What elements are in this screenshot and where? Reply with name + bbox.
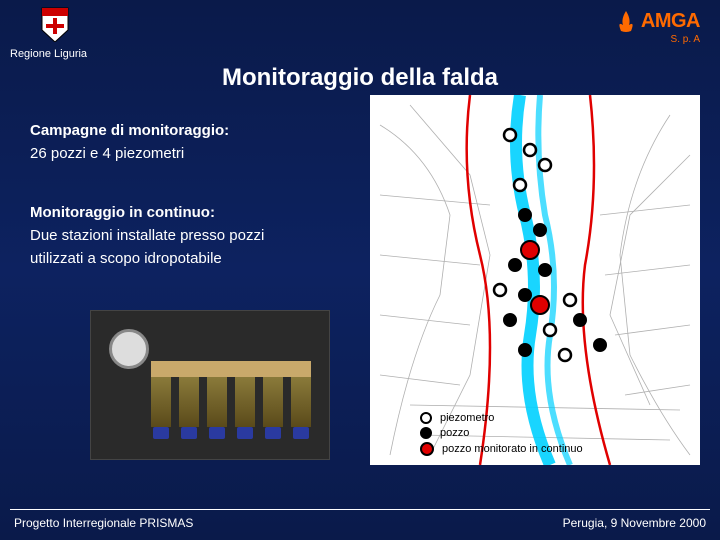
text-column: Campagne di monitoraggio: 26 pozzi e 4 p… — [30, 122, 370, 267]
footer-project: Progetto Interregionale PRISMAS — [14, 516, 193, 530]
pozzo-monitorato-icon — [420, 442, 434, 456]
valve-icon — [151, 377, 171, 427]
header: Regione Liguria AMGA S. p. A — [0, 0, 720, 60]
brand-spa: S. p. A — [671, 34, 700, 45]
piezometro-icon — [420, 412, 432, 424]
flame-icon — [617, 11, 635, 33]
legend-row-piezometro: piezometro — [420, 412, 583, 424]
line-wells: 26 pozzi e 4 piezometri — [30, 145, 370, 162]
legend-label: piezometro — [440, 412, 494, 424]
footer-divider — [10, 509, 710, 510]
page-title: Monitoraggio della falda — [0, 64, 720, 92]
equipment-photo — [90, 310, 330, 460]
footer-date: Perugia, 9 Novembre 2000 — [563, 516, 706, 530]
map-legend: piezometro pozzo pozzo monitorato in con… — [420, 409, 583, 459]
map-figure: piezometro pozzo pozzo monitorato in con… — [370, 95, 700, 465]
valve-icon — [291, 377, 311, 427]
valve-icon — [179, 377, 199, 427]
legend-row-pozzo: pozzo — [420, 427, 583, 439]
region-shield-icon — [40, 6, 70, 47]
line-stations2: utilizzati a scopo idropotabile — [30, 250, 370, 267]
valve-icon — [263, 377, 283, 427]
valve-icon — [235, 377, 255, 427]
brand-name: AMGA — [641, 10, 700, 33]
pozzo-icon — [420, 427, 432, 439]
pressure-gauge-icon — [109, 329, 149, 369]
heading-continuous: Monitoraggio in continuo: — [30, 204, 370, 221]
brass-manifold — [151, 361, 311, 377]
line-stations1: Due stazioni installate presso pozzi — [30, 227, 370, 244]
legend-label: pozzo monitorato in continuo — [442, 443, 583, 455]
heading-campaigns: Campagne di monitoraggio: — [30, 122, 370, 139]
legend-label: pozzo — [440, 427, 469, 439]
brand: AMGA — [617, 10, 700, 33]
region-label: Regione Liguria — [10, 48, 87, 60]
legend-row-monitorato: pozzo monitorato in continuo — [420, 442, 583, 456]
valve-icon — [207, 377, 227, 427]
